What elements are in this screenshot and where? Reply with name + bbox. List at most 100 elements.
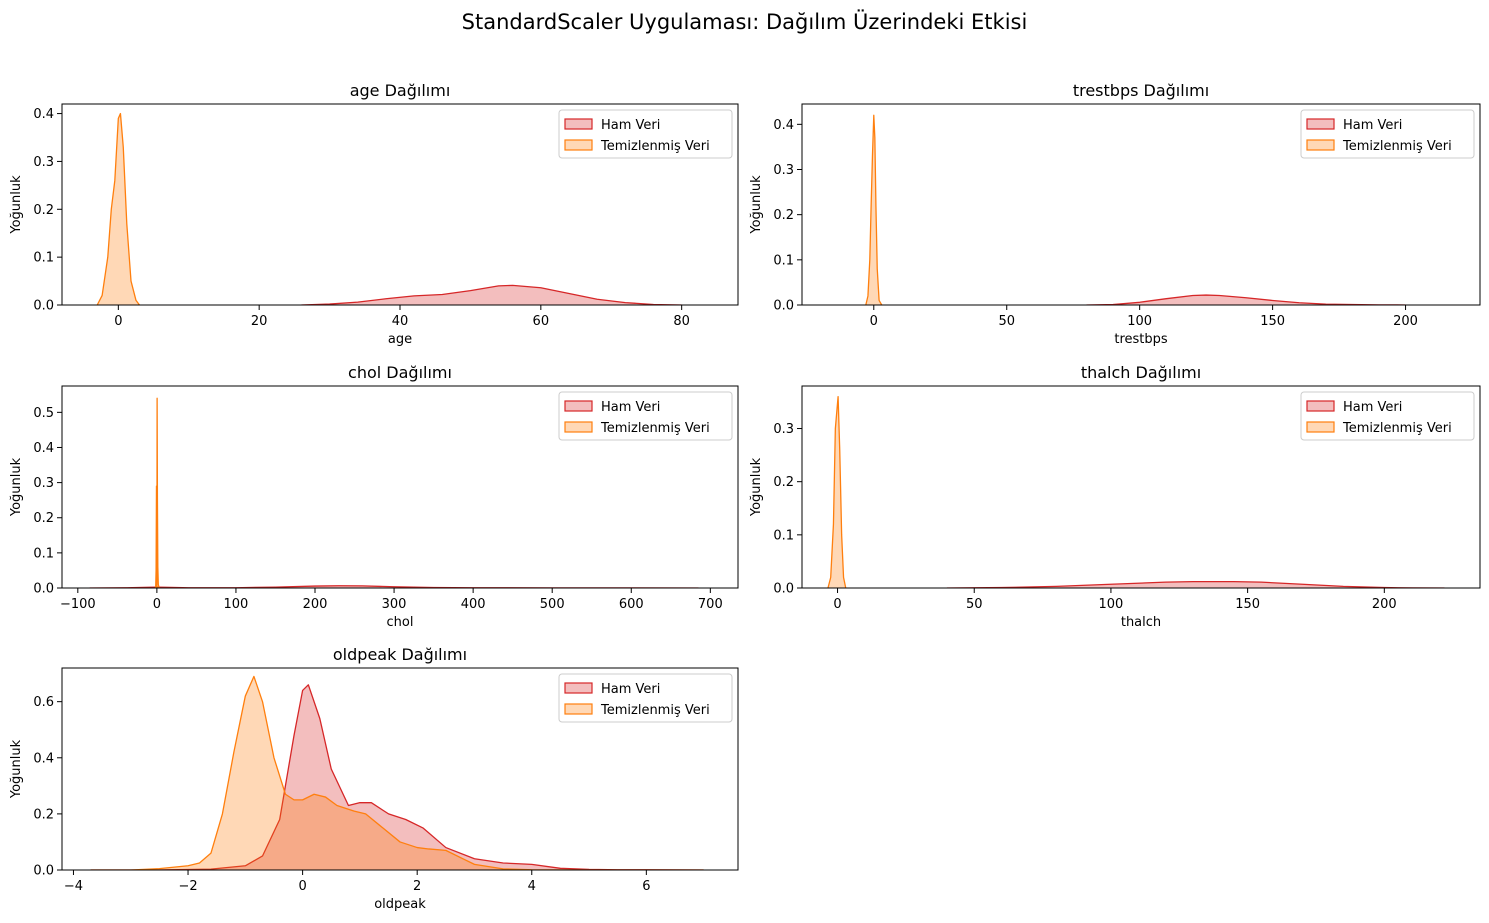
axes-title: oldpeak Dağılımı (333, 645, 467, 664)
y-tick-label: 0.1 (773, 253, 794, 268)
x-axis-label: thalch (1121, 615, 1161, 630)
x-tick-label: 150 (1235, 597, 1260, 612)
y-tick-label: 0.4 (33, 441, 54, 456)
series-line-temizlenmis-veri (865, 114, 883, 305)
y-tick-label: 0.3 (33, 155, 54, 170)
legend: Ham Veri Temizlenmiş Veri (1300, 391, 1475, 441)
series-line-ham-veri (90, 684, 704, 870)
legend-swatch (564, 421, 593, 433)
series-line-ham-veri (1086, 294, 1406, 305)
y-tick-label: 0.2 (33, 511, 54, 526)
x-tick-label: 150 (1260, 314, 1285, 329)
legend: Ham Veri Temizlenmiş Veri (1300, 109, 1475, 159)
x-tick-label: 2 (413, 879, 421, 894)
x-tick-label: 400 (461, 597, 486, 612)
y-tick-label: 0.2 (33, 807, 54, 822)
legend-swatch (1306, 118, 1335, 130)
y-tick-label: 0.5 (33, 406, 54, 421)
axes-frame (61, 667, 739, 871)
y-tick-label: 0.6 (33, 695, 54, 710)
y-axis-label: Yoğunluk (749, 457, 764, 517)
axes-frame (61, 385, 739, 589)
legend-label: Temizlenmiş Veri (1342, 421, 1452, 436)
subplot-3: −100 0 100 200 300 400 500 600 700 0.0 0.1 0.2 0.3 0.… (9, 363, 739, 630)
series-area-ham-veri (90, 684, 704, 870)
y-tick-label: 0.0 (773, 582, 794, 597)
y-tick-label: 0.0 (773, 299, 794, 314)
legend-label: Ham Veri (1343, 118, 1402, 133)
y-axis-label: Yoğunluk (749, 175, 764, 235)
legend-box (558, 673, 733, 723)
x-tick-label: 200 (1393, 314, 1418, 329)
x-tick-label: 4 (528, 879, 536, 894)
y-tick-label: 0.1 (33, 546, 54, 561)
series-group (865, 114, 1406, 305)
y-tick-label: 0.0 (33, 582, 54, 597)
legend-swatch (564, 139, 593, 151)
figure-suptitle: StandardScaler Uygulaması: Dağılım Üzeri… (462, 9, 1028, 34)
series-line-temizlenmis-veri (90, 675, 704, 870)
y-tick-label: 0.1 (33, 251, 54, 266)
y-tick-label: 0.2 (33, 203, 54, 218)
x-tick-label: 700 (698, 597, 723, 612)
x-tick-label: 50 (966, 597, 983, 612)
x-tick-label: 6 (642, 879, 650, 894)
y-tick-label: 0.2 (773, 208, 794, 223)
x-tick-label: −4 (64, 879, 83, 894)
x-tick-label: 0 (870, 314, 878, 329)
subplot-2: 0 50 100 150 200 0.0 0.1 0.2 0.3 0.4 trestbps Dağı… (749, 81, 1481, 347)
x-tick-label: 500 (540, 597, 565, 612)
x-tick-label: 80 (673, 314, 690, 329)
x-axis-label: chol (387, 615, 414, 630)
subplot-5: −4 −2 0 2 4 6 0.0 0.2 0.4 0.6 oldpeak Dağılımı oldp… (9, 645, 739, 912)
axes-title: thalch Dağılımı (1081, 363, 1201, 382)
legend: Ham Veri Temizlenmiş Veri (558, 109, 733, 159)
legend-label: Temizlenmiş Veri (600, 421, 710, 436)
series-area-temizlenmis-veri (97, 113, 140, 305)
subplot-1: 0 20 40 60 80 0.0 0.1 0.2 0.3 0.4 age Dağılımı age Y… (9, 81, 739, 347)
legend-swatch (1306, 400, 1335, 412)
y-axis-label: Yoğunluk (9, 457, 24, 517)
x-tick-label: 50 (998, 314, 1015, 329)
x-axis-label: age (388, 332, 412, 347)
x-tick-label: 0 (298, 879, 306, 894)
x-tick-label: −100 (60, 597, 96, 612)
x-axis-label: trestbps (1114, 332, 1168, 347)
x-tick-label: 300 (382, 597, 407, 612)
x-tick-label: 100 (1099, 597, 1124, 612)
x-tick-label: 0 (153, 597, 161, 612)
legend-label: Temizlenmiş Veri (600, 139, 710, 154)
series-group (90, 675, 704, 870)
x-tick-label: 60 (533, 314, 550, 329)
y-tick-label: 0.4 (773, 118, 794, 133)
legend-box (558, 391, 733, 441)
y-tick-label: 0.1 (773, 528, 794, 543)
series-line-temizlenmis-veri (154, 397, 160, 588)
legend-label: Ham Veri (601, 118, 660, 133)
legend-box (1300, 391, 1475, 441)
axes-title: chol Dağılımı (348, 363, 452, 382)
legend-label: Ham Veri (601, 400, 660, 415)
series-line-temizlenmis-veri (96, 112, 140, 305)
x-tick-label: 40 (392, 314, 409, 329)
axes-title: trestbps Dağılımı (1073, 81, 1209, 100)
y-tick-label: 0.3 (33, 476, 54, 491)
legend-label: Ham Veri (1343, 400, 1402, 415)
x-tick-label: 600 (619, 597, 644, 612)
y-tick-label: 0.4 (33, 751, 54, 766)
legend-swatch (564, 703, 593, 715)
axes-frame (801, 103, 1481, 306)
x-tick-label: 100 (1127, 314, 1152, 329)
legend-box (558, 109, 733, 159)
y-tick-label: 0.0 (33, 864, 54, 879)
axes-title: age Dağılımı (350, 81, 451, 100)
y-tick-label: 0.4 (33, 107, 54, 122)
subplot-4: 0 50 100 150 200 0.0 0.1 0.2 0.3 thalch Dağılımı t… (749, 363, 1481, 630)
x-tick-label: 20 (251, 314, 268, 329)
legend-swatch (564, 400, 593, 412)
legend-label: Ham Veri (601, 682, 660, 697)
x-axis-label: oldpeak (374, 897, 426, 912)
legend: Ham Veri Temizlenmiş Veri (558, 673, 733, 723)
